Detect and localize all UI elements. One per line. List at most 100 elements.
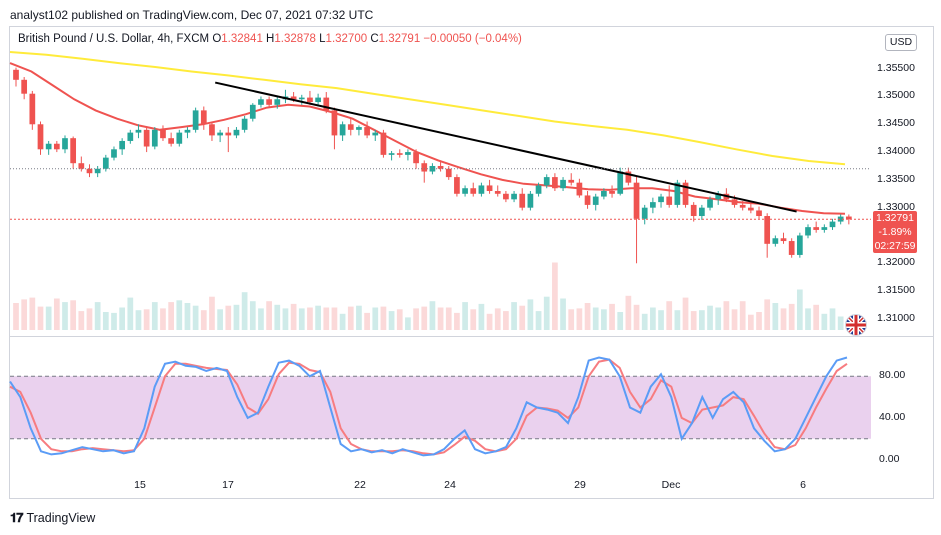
stoch-tick: 0.00 <box>879 452 900 465</box>
candle-body <box>70 138 77 164</box>
candle-body <box>331 110 338 136</box>
candle-body <box>143 129 150 147</box>
candle-body <box>78 163 85 169</box>
volume-bar <box>405 317 411 330</box>
volume-bar <box>837 316 844 330</box>
candle-body <box>633 182 640 219</box>
high-value: 1.32878 <box>274 33 316 45</box>
volume-bar <box>45 306 52 330</box>
trendline <box>214 81 797 213</box>
volume-bar <box>290 303 297 330</box>
volume-bar <box>813 304 820 330</box>
candle-body <box>641 207 648 219</box>
candle-body <box>241 118 248 130</box>
time-tick: 24 <box>444 479 456 491</box>
volume-bar <box>176 300 183 330</box>
candle-body <box>617 171 624 194</box>
candle-body <box>209 124 215 136</box>
currency-button[interactable]: USD <box>885 34 917 51</box>
volume-bar <box>143 309 150 330</box>
candle-body <box>625 171 632 183</box>
volume-bar <box>364 312 370 330</box>
candle-body <box>13 69 19 80</box>
stoch-tick: 40.00 <box>879 410 906 423</box>
volume-bar <box>102 312 109 330</box>
volume-bar <box>70 300 77 330</box>
candle-body <box>756 210 762 217</box>
candle-body <box>200 110 207 125</box>
pane-separator[interactable] <box>9 336 934 337</box>
volume-bar <box>53 298 60 330</box>
candle-body <box>682 182 689 205</box>
chart-frame[interactable] <box>9 26 934 499</box>
price-tick: 1.33500 <box>877 172 915 185</box>
candle-body <box>568 179 575 183</box>
ma-slow-line <box>9 51 846 166</box>
volume-bar <box>780 308 787 330</box>
candle-body <box>462 188 468 194</box>
volume-bar <box>356 305 362 330</box>
volume-bar <box>127 297 134 330</box>
candle-body <box>380 132 387 155</box>
volume-bar <box>682 297 689 330</box>
volume-bar <box>86 308 93 330</box>
candle-body <box>576 182 583 196</box>
volume-bar <box>829 308 836 330</box>
candle-body <box>396 153 403 155</box>
price-tick: 1.33000 <box>877 200 915 213</box>
candle-body <box>339 124 346 136</box>
candle-body <box>364 127 370 136</box>
volume-bar <box>119 307 126 330</box>
candle-body <box>658 196 664 203</box>
time-tick: 29 <box>574 479 586 491</box>
stoch-tick: 80.00 <box>879 369 906 382</box>
volume-bar <box>225 305 232 330</box>
candle-body <box>780 238 787 242</box>
volume-bar <box>21 299 28 330</box>
volume-bar <box>788 303 795 330</box>
candle-body <box>372 132 379 136</box>
candle-body <box>805 227 811 236</box>
volume-bar <box>584 303 591 330</box>
candle-body <box>151 129 158 147</box>
volume-bar <box>462 302 468 330</box>
symbol-title[interactable]: British Pound / U.S. Dollar, 4h, FXCM <box>18 33 210 45</box>
candle-body <box>715 193 722 200</box>
candle-body <box>413 152 419 164</box>
candle-body <box>249 104 256 119</box>
volume-bar <box>151 302 158 330</box>
volume-bar <box>266 301 272 330</box>
tradingview-logo-icon: 𝟏𝟕 <box>10 510 24 525</box>
candle-body <box>62 138 68 150</box>
volume-bar <box>413 308 419 330</box>
candle-body <box>535 185 542 194</box>
volume-bar <box>249 301 256 330</box>
stoch-band <box>10 376 871 439</box>
volume-bar <box>347 306 354 330</box>
volume-bar <box>699 310 705 330</box>
close-label: C <box>370 33 379 45</box>
time-tick: 6 <box>800 479 806 491</box>
candle-body <box>609 191 615 194</box>
uk-flag-icon[interactable] <box>845 314 867 336</box>
time-tick: Dec <box>661 479 681 491</box>
candle-body <box>527 193 534 208</box>
candle-body <box>315 97 321 103</box>
candle-body <box>37 124 44 150</box>
volume-bar <box>731 309 738 330</box>
volume-bar <box>454 312 460 330</box>
candle-body <box>592 196 599 205</box>
volume-bar <box>478 303 485 330</box>
candle-body <box>429 165 436 172</box>
volume-bar <box>592 307 599 330</box>
volume-bar <box>372 307 379 330</box>
candle-body <box>168 138 174 144</box>
volume-bar <box>217 309 223 330</box>
candle-body <box>347 124 354 130</box>
candle-body <box>135 129 142 133</box>
candle-body <box>176 132 183 144</box>
candle-body <box>258 99 264 105</box>
volume-bar <box>486 313 493 330</box>
tradingview-branding[interactable]: 𝟏𝟕 TradingView <box>10 510 95 526</box>
